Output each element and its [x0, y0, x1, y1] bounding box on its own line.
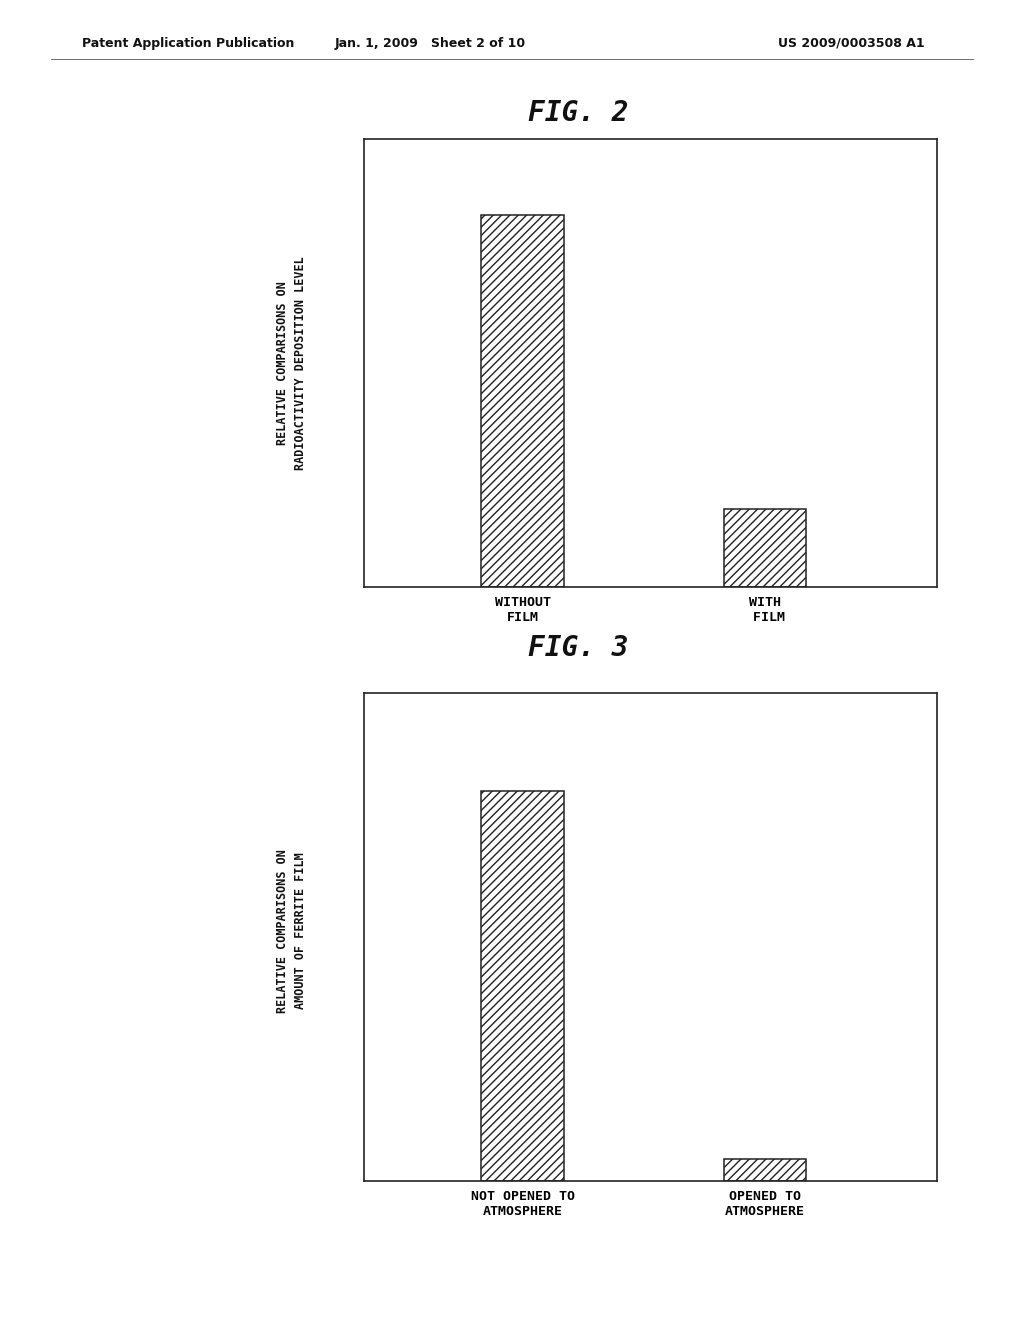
Text: RELATIVE COMPARISONS ON
RADIOACTIVITY DEPOSITION LEVEL: RELATIVE COMPARISONS ON RADIOACTIVITY DE…	[276, 256, 307, 470]
Text: RELATIVE COMPARISONS ON
AMOUNT OF FERRITE FILM: RELATIVE COMPARISONS ON AMOUNT OF FERRIT…	[276, 849, 307, 1012]
Bar	[724, 510, 806, 587]
Text: Jan. 1, 2009   Sheet 2 of 10: Jan. 1, 2009 Sheet 2 of 10	[335, 37, 525, 50]
Text: FIG. 3: FIG. 3	[528, 634, 629, 661]
Text: US 2009/0003508 A1: US 2009/0003508 A1	[778, 37, 925, 50]
Bar	[481, 215, 564, 587]
Text: Patent Application Publication: Patent Application Publication	[82, 37, 294, 50]
Text: FIG. 2: FIG. 2	[528, 99, 629, 127]
Bar	[724, 1159, 806, 1181]
Bar	[481, 791, 564, 1181]
